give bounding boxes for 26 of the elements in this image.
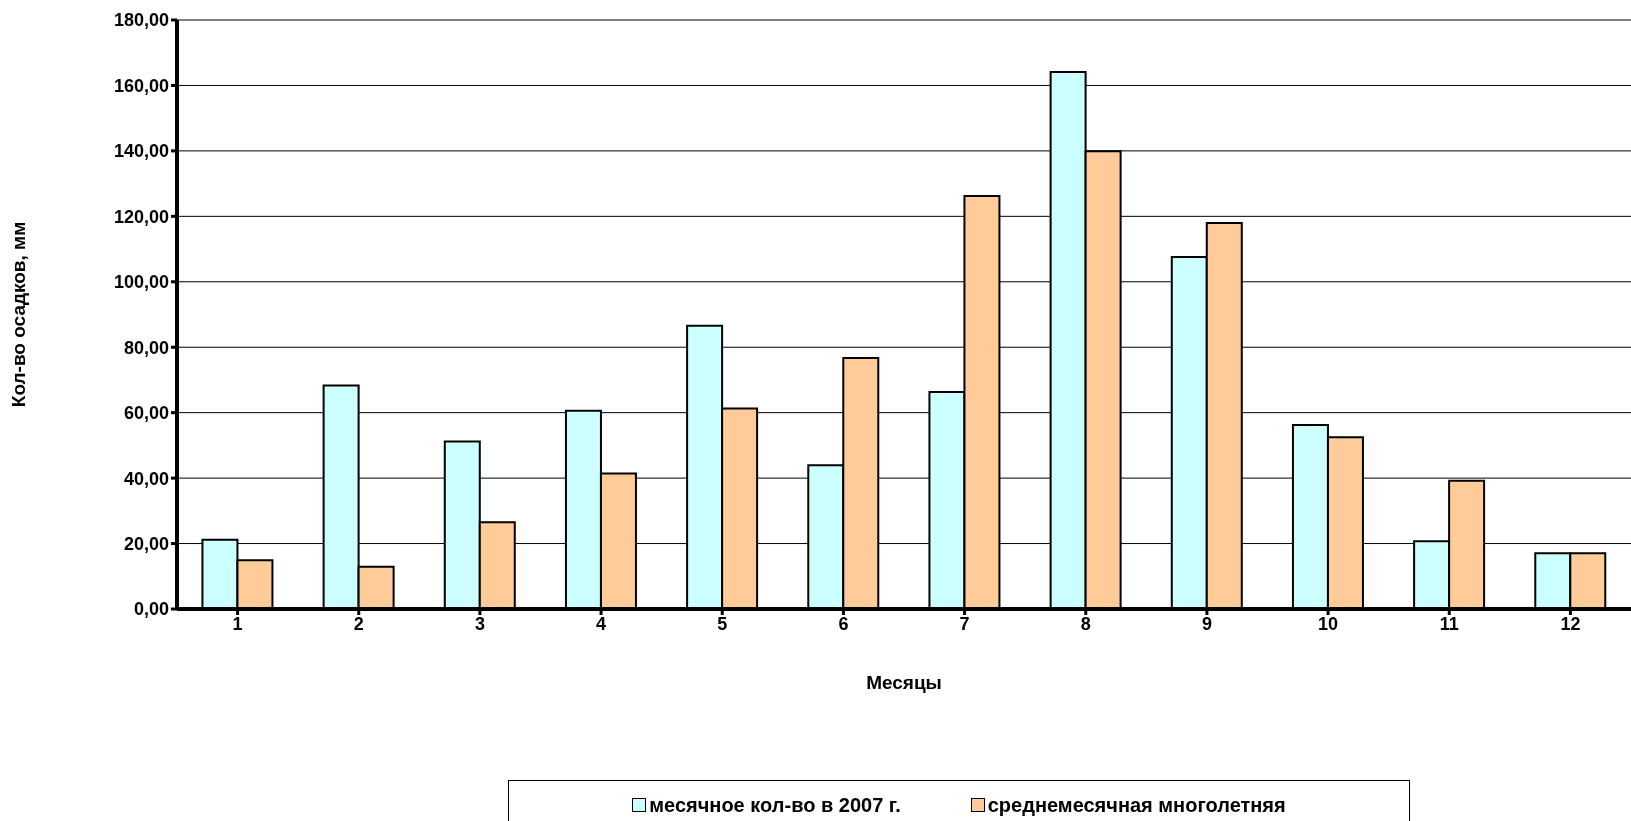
- y-tick-label: 80,00: [123, 337, 169, 358]
- x-tick-label: 10: [1318, 613, 1339, 634]
- y-tick-label: 140,00: [113, 141, 169, 162]
- x-tick-label: 9: [1201, 613, 1212, 634]
- y-tick-label: 100,00: [113, 272, 169, 293]
- x-tick-label: 3: [474, 613, 485, 634]
- y-tick-label: 120,00: [113, 206, 169, 227]
- x-tick-label: 1: [232, 613, 243, 634]
- y-axis-title: Кол-во осадков, мм: [7, 221, 29, 408]
- x-tick-label: 2: [353, 613, 364, 634]
- x-tick-label: 4: [596, 613, 607, 634]
- x-tick-label: 11: [1439, 613, 1459, 634]
- legend-label: среднемесячная многолетняя: [987, 793, 1286, 817]
- y-tick-label: 60,00: [123, 403, 169, 424]
- x-axis-title: Месяцы: [866, 672, 942, 693]
- y-tick-label: 160,00: [113, 75, 169, 96]
- x-tick-label: 8: [1080, 613, 1091, 634]
- x-tick-label: 12: [1560, 613, 1581, 634]
- y-tick-label: 20,00: [123, 533, 169, 554]
- y-tick-label: 40,00: [123, 468, 169, 489]
- x-tick-label: 7: [959, 613, 970, 634]
- x-tick-label: 5: [717, 613, 728, 634]
- y-tick-label: 180,00: [113, 10, 169, 31]
- x-tick-label: 6: [838, 613, 849, 634]
- legend-label: месячное кол-во в 2007 г.: [649, 793, 901, 817]
- y-tick-label: 0,00: [133, 599, 169, 620]
